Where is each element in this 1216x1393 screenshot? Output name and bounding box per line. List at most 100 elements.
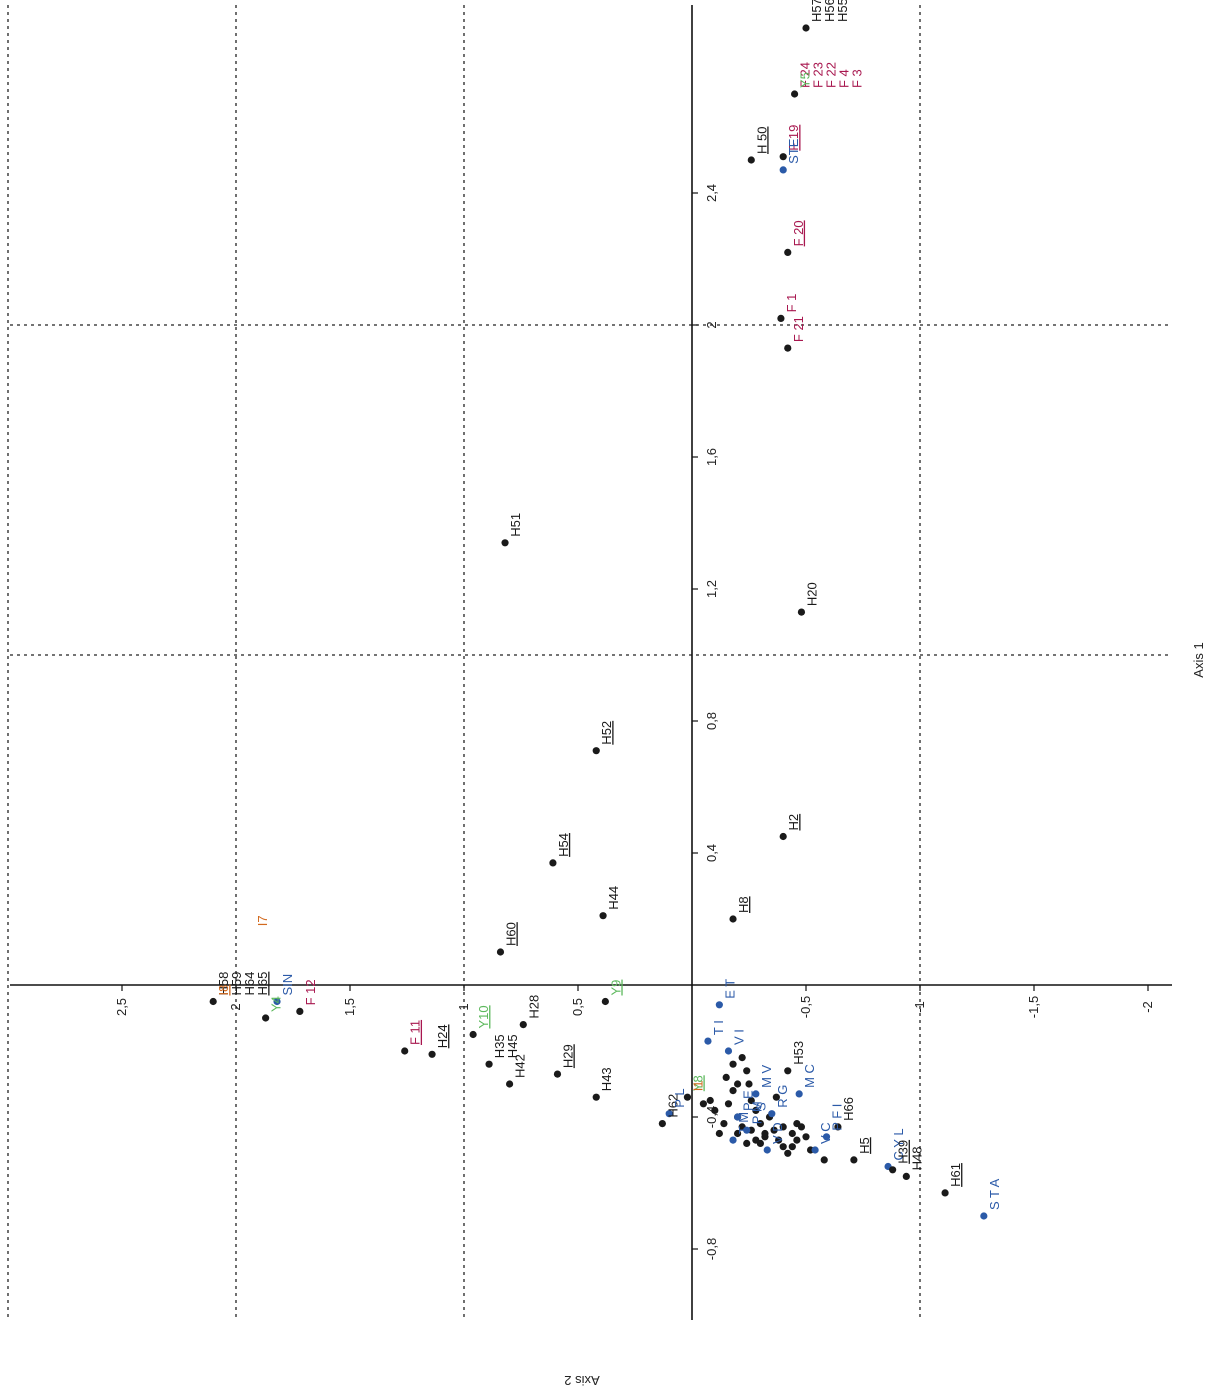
- axes: [10, 5, 1172, 1320]
- point-23: [401, 1047, 409, 1055]
- x-tick-label-3: -0,5: [798, 996, 813, 1018]
- cluster-point-7: [747, 1096, 755, 1105]
- y-tick-label-6: 2: [704, 321, 719, 328]
- cluster-point-29: [699, 1100, 708, 1108]
- point-label-19-0: I8: [216, 985, 231, 996]
- point-22: [296, 1007, 304, 1016]
- x-tick-label-8: 2,5: [114, 998, 129, 1016]
- point-29: [553, 1070, 562, 1078]
- point-25: [469, 1030, 477, 1039]
- point-label-11-0: H52: [599, 721, 614, 745]
- x-tick-label-1: -1,5: [1026, 996, 1041, 1018]
- y-tick-label-2: 0,4: [704, 844, 719, 862]
- cluster-point-37: [729, 1087, 737, 1095]
- cluster-point-6: [745, 1080, 753, 1088]
- point-label-17-0: I7: [255, 915, 270, 926]
- point-30: [601, 997, 609, 1006]
- point-label-20-0: SIN: [280, 974, 295, 996]
- point-label-18-3: H65: [255, 972, 270, 996]
- point-label-29-0: H29: [560, 1044, 575, 1068]
- point-label-1-1: F 23: [811, 62, 826, 88]
- point-27: [519, 1021, 527, 1029]
- point-9: [501, 539, 509, 547]
- point-39: [784, 1067, 792, 1075]
- point-38: [724, 1047, 733, 1055]
- point-50: [850, 1156, 858, 1164]
- point-label-6-0: F 20: [791, 220, 806, 246]
- point-20: [273, 997, 281, 1006]
- y-tick-label-7: 2,4: [704, 184, 719, 202]
- cluster-point-38: [743, 1067, 751, 1075]
- point-label-52-0: H39: [896, 1140, 911, 1164]
- point-10: [797, 608, 806, 616]
- point-16: [496, 948, 505, 956]
- point-label-2-0: Y5: [798, 72, 813, 88]
- cluster-point-20: [734, 1129, 742, 1138]
- x-tick-label-6: 1,5: [342, 998, 357, 1016]
- data-points: [209, 24, 988, 1220]
- point-36: [715, 1001, 723, 1009]
- cluster-point-33: [793, 1120, 801, 1128]
- point-label-26-1: H45: [505, 1034, 520, 1058]
- point-6: [784, 248, 792, 256]
- point-label-1-4: F 3: [850, 69, 865, 88]
- point-label-28-0: H42: [513, 1054, 528, 1078]
- point-28: [506, 1080, 514, 1088]
- point-49: [834, 1123, 842, 1131]
- cluster-point-14: [784, 1149, 792, 1157]
- cluster-point-32: [820, 1156, 828, 1164]
- point-label-49-0: H66: [841, 1097, 856, 1121]
- cluster-point-31: [788, 1143, 796, 1151]
- point-37: [704, 1037, 712, 1045]
- point-41: [768, 1110, 776, 1118]
- point-label-27-0: H28: [526, 995, 541, 1019]
- point-13: [779, 832, 787, 841]
- cluster-point-18: [802, 1133, 810, 1141]
- point-44: [743, 1126, 751, 1134]
- point-52: [889, 1166, 897, 1174]
- y-tick-label-0: -0,8: [704, 1238, 719, 1260]
- y-tick-label-5: 1,6: [704, 448, 719, 466]
- cluster-point-30: [715, 1129, 723, 1138]
- cluster-point-12: [775, 1136, 783, 1144]
- point-7: [777, 314, 785, 322]
- cluster-point-23: [720, 1120, 728, 1128]
- point-label-48-0: P F I: [830, 1104, 845, 1131]
- point-42: [752, 1090, 760, 1098]
- cluster-point-3: [729, 1060, 737, 1068]
- point-label-1-0: F 24: [798, 62, 813, 88]
- point-43: [734, 1113, 742, 1121]
- cluster-point-11: [770, 1126, 778, 1134]
- point-label-23-0: F 11: [408, 1020, 423, 1045]
- point-label-3-0: H 50: [754, 127, 769, 154]
- point-label-40-0: M C: [802, 1064, 817, 1088]
- point-label-47-0: V C: [818, 1122, 833, 1144]
- point-label-43-0: P E: [741, 1090, 756, 1111]
- y-tick-label-3: 0,8: [704, 712, 719, 730]
- point-label-53-0: H48: [909, 1147, 924, 1171]
- point-label-38-0: V I: [731, 1029, 746, 1045]
- x-tick-label-5: 1: [456, 1003, 471, 1010]
- point-label-18-1: H59: [229, 972, 244, 996]
- grid-lines: [7, 5, 1172, 1320]
- x-axis-title: Axis 1: [1191, 642, 1206, 677]
- point-label-51-0: C Y L: [891, 1128, 906, 1160]
- point-label-1-3: F 4: [837, 69, 852, 88]
- point-label-14-0: H44: [606, 886, 621, 910]
- point-label-13-0: H2: [786, 814, 801, 831]
- y-tick-label-4: 1,2: [704, 580, 719, 598]
- cluster-point-16: [793, 1136, 801, 1144]
- point-12: [549, 859, 557, 867]
- point-label-0-2: H55: [835, 0, 850, 22]
- point-label-15-0: H8: [736, 896, 751, 913]
- tick-labels: -2-1,5-1-0,50,511,522,5-0,8-0,40,40,81,2…: [114, 184, 1155, 1260]
- point-label-54-0: H61: [948, 1163, 963, 1187]
- point-label-21-0: Y4: [269, 996, 284, 1012]
- point-label-36-0: E T: [722, 979, 737, 999]
- point-5: [779, 166, 787, 174]
- point-label-44-0: P M: [750, 1101, 765, 1124]
- x-tick-label-4: 0,5: [570, 998, 585, 1016]
- point-55: [980, 1212, 988, 1220]
- point-0: [802, 24, 810, 32]
